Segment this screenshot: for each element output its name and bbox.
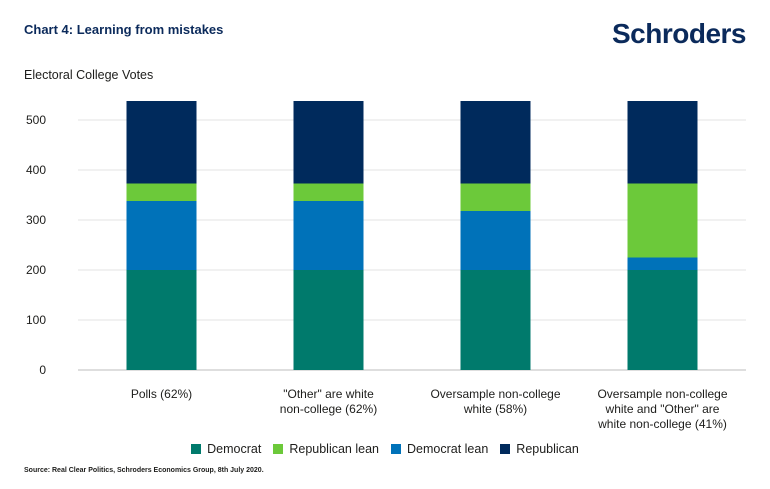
bar-segment-democrat-lean [293,201,364,270]
legend-swatch [273,444,284,454]
y-tick-label: 300 [26,213,46,227]
bar-segment-democrat [293,270,364,370]
legend-item-democrat: Democrat [191,442,261,456]
legend: Democrat Republican lean Democrat lean Repu… [0,442,770,456]
x-tick-label: Oversample non-college [597,387,727,401]
bar-segment-democrat [126,270,197,370]
legend-label: Republican lean [289,442,379,456]
bar-segment-democrat-lean [126,201,197,270]
y-tick-label: 100 [26,313,46,327]
bar-segment-republican [126,101,197,184]
x-tick-label: white (58%) [463,402,527,416]
legend-item-republican-lean: Republican lean [273,442,379,456]
x-tick-label: Oversample non-college [430,387,560,401]
source-note: Source: Real Clear Politics, Schroders E… [24,467,264,474]
bar-segment-republican [293,101,364,184]
bar-segment-republican-lean [126,183,197,201]
bar-segment-democrat [627,270,698,370]
bar-segment-democrat-lean [460,211,531,270]
bar-segment-republican [460,101,531,184]
y-tick-label: 400 [26,163,46,177]
chart-title: Chart 4: Learning from mistakes [24,22,224,37]
x-tick-label: Polls (62%) [131,387,192,401]
bar-segment-republican [627,101,698,184]
legend-item-republican: Republican [500,442,579,456]
x-tick-label: "Other" are white [283,387,374,401]
bar-segment-republican-lean [293,183,364,201]
legend-label: Democrat [207,442,262,456]
y-tick-label: 200 [26,263,46,277]
x-tick-label: white non-college (41%) [597,417,727,431]
legend-label: Democrat lean [407,442,489,456]
x-tick-label: white and "Other" are [605,402,720,416]
bar-segment-democrat [460,270,531,370]
legend-swatch [500,444,511,454]
y-tick-label: 0 [39,363,46,377]
y-axis-label: Electoral College Votes [24,68,154,82]
legend-swatch [191,444,202,454]
legend-item-democrat-lean: Democrat lean [391,442,488,456]
brand-logo: Schroders [612,18,747,49]
bar-segment-republican-lean [627,183,698,258]
bar-segment-democrat-lean [627,257,698,270]
bar-segment-republican-lean [460,183,531,211]
legend-label: Republican [516,442,579,456]
legend-swatch [391,444,401,454]
y-tick-label: 500 [26,113,46,127]
stacked-bar-chart: 0 100 200 300 400 500 Polls (62%) "Other" are w… [26,101,746,431]
x-tick-label: non-college (62%) [280,402,377,416]
